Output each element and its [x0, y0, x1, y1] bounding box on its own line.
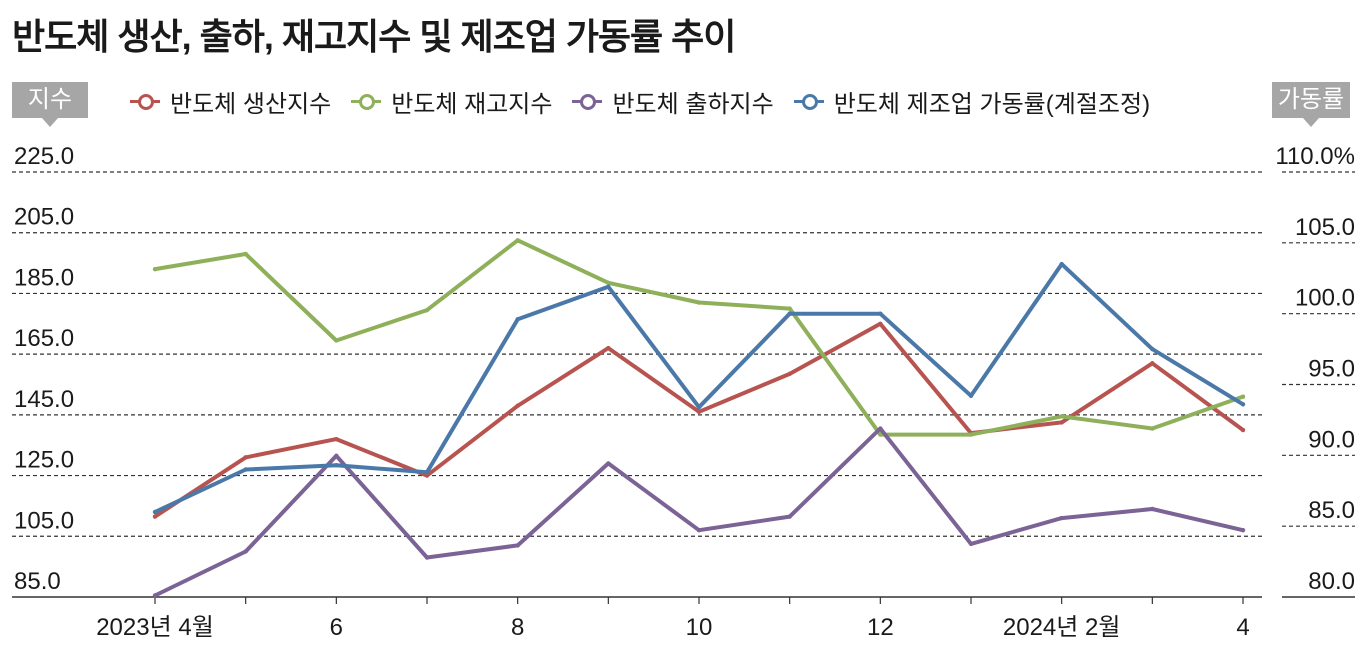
x-tick-label: 4: [1236, 614, 1249, 641]
data-point-shipment: [424, 555, 430, 560]
data-point-production: [696, 409, 702, 415]
series-layer: [152, 238, 1246, 598]
data-point-production: [878, 321, 883, 326]
data-point-production: [1059, 420, 1064, 425]
data-point-production: [1150, 361, 1155, 366]
data-point-inventory: [696, 300, 702, 305]
legend-label-shipment: 반도체 출하지수: [612, 90, 774, 118]
data-point-production: [515, 403, 520, 408]
data-point-inventory: [1240, 394, 1246, 399]
data-point-utilization: [968, 393, 974, 399]
data-point-utilization: [152, 509, 158, 515]
data-point-utilization: [334, 463, 339, 468]
left-tick-label: 85.0: [14, 568, 61, 595]
data-point-production: [606, 345, 611, 351]
series-shipment: [152, 426, 1246, 598]
right-axis-badge: 가동률: [1272, 82, 1350, 127]
data-point-shipment: [696, 528, 702, 533]
left-tick-label: 125.0: [14, 447, 74, 474]
data-point-utilization: [696, 404, 702, 410]
legend-swatch-shipment: [572, 93, 603, 110]
data-point-shipment: [152, 593, 158, 598]
grid-layer: [12, 171, 1355, 598]
data-point-inventory: [606, 280, 611, 286]
data-point-utilization: [606, 284, 611, 289]
x-tick-label: 6: [330, 614, 343, 641]
x-tick-label: 10: [686, 614, 713, 641]
right-tick-label: 90.0: [1308, 426, 1355, 453]
data-point-utilization: [424, 470, 430, 475]
right-tick-label: 95.0: [1308, 356, 1355, 383]
left-axis-badge: 지수: [12, 82, 88, 127]
data-point-shipment: [968, 541, 974, 547]
right-tick-label: 100.0: [1295, 285, 1355, 312]
right-tick-label: 110.0%: [1275, 143, 1355, 170]
chart-title: 반도체 생산, 출하, 재고지수 및 제조업 가동률 추이: [12, 16, 736, 57]
data-point-production: [424, 473, 430, 478]
legend-label-utilization: 반도체 제조업 가동률(계절조정): [833, 90, 1151, 118]
data-point-inventory: [1059, 414, 1064, 419]
data-point-utilization: [787, 311, 792, 316]
series-inventory: [152, 238, 1246, 437]
data-point-shipment: [1240, 528, 1246, 533]
data-point-production: [1240, 427, 1246, 433]
data-point-shipment: [334, 453, 339, 459]
series-line-shipment: [153, 426, 1245, 598]
data-point-shipment: [787, 514, 792, 519]
legend-item-production: 반도체 생산지수: [130, 84, 331, 119]
data-point-shipment: [878, 426, 883, 431]
left-tick-label: 145.0: [14, 386, 74, 413]
axis-layer: 225.0 205.0 185.0 165.0 145.0 125.0 105.0 85.0 1…: [14, 143, 1355, 641]
data-point-utilization: [515, 317, 520, 322]
left-tick-label: 205.0: [14, 204, 74, 231]
left-tick-label: 185.0: [14, 264, 74, 291]
data-point-inventory: [424, 307, 430, 313]
data-point-inventory: [968, 432, 974, 437]
legend-item-shipment: 반도체 출하지수: [572, 84, 774, 119]
data-point-shipment: [1150, 506, 1155, 512]
series-utilization: [152, 261, 1246, 515]
data-point-inventory: [152, 266, 158, 272]
left-tick-label: 225.0: [14, 143, 74, 170]
x-tick-label: 12: [867, 614, 894, 641]
data-point-inventory: [243, 251, 248, 257]
left-tick-label: 105.0: [14, 507, 74, 534]
x-tick-label: 2024년 2월: [1003, 614, 1121, 641]
data-point-inventory: [1150, 426, 1155, 431]
right-tick-label: 80.0: [1308, 568, 1355, 595]
x-tick-label: 8: [511, 614, 524, 641]
data-point-utilization: [1059, 261, 1064, 267]
data-point-production: [152, 514, 158, 519]
legend: 반도체 생산지수 반도체 재고지수 반도체 출하지수 반도체 제조업 가동률(계…: [130, 84, 1150, 118]
data-point-shipment: [243, 549, 248, 554]
legend-label-inventory: 반도체 재고지수: [391, 90, 553, 118]
data-point-inventory: [878, 432, 883, 437]
data-point-inventory: [515, 238, 520, 243]
legend-item-utilization: 반도체 제조업 가동률(계절조정): [793, 84, 1151, 119]
data-point-utilization: [1240, 402, 1246, 407]
data-point-shipment: [606, 461, 611, 466]
x-tick-label: 2023년 4월: [96, 614, 214, 641]
legend-item-inventory: 반도체 재고지수: [351, 84, 552, 119]
data-point-production: [243, 455, 248, 460]
right-tick-label: 85.0: [1308, 497, 1355, 524]
data-point-inventory: [334, 338, 339, 343]
right-tick-label: 105.0: [1295, 214, 1355, 241]
data-point-utilization: [243, 467, 248, 472]
data-point-production: [334, 436, 339, 442]
legend-label-production: 반도체 생산지수: [170, 90, 332, 118]
data-point-inventory: [787, 306, 792, 311]
legend-swatch-production: [130, 93, 160, 110]
legend-swatch-inventory: [351, 93, 382, 110]
data-point-production: [787, 371, 792, 377]
left-tick-label: 165.0: [14, 325, 74, 352]
data-point-utilization: [878, 311, 883, 316]
data-point-shipment: [1059, 515, 1064, 521]
data-point-utilization: [1150, 346, 1155, 352]
legend-swatch-utilization: [793, 93, 824, 110]
data-point-shipment: [515, 543, 520, 548]
